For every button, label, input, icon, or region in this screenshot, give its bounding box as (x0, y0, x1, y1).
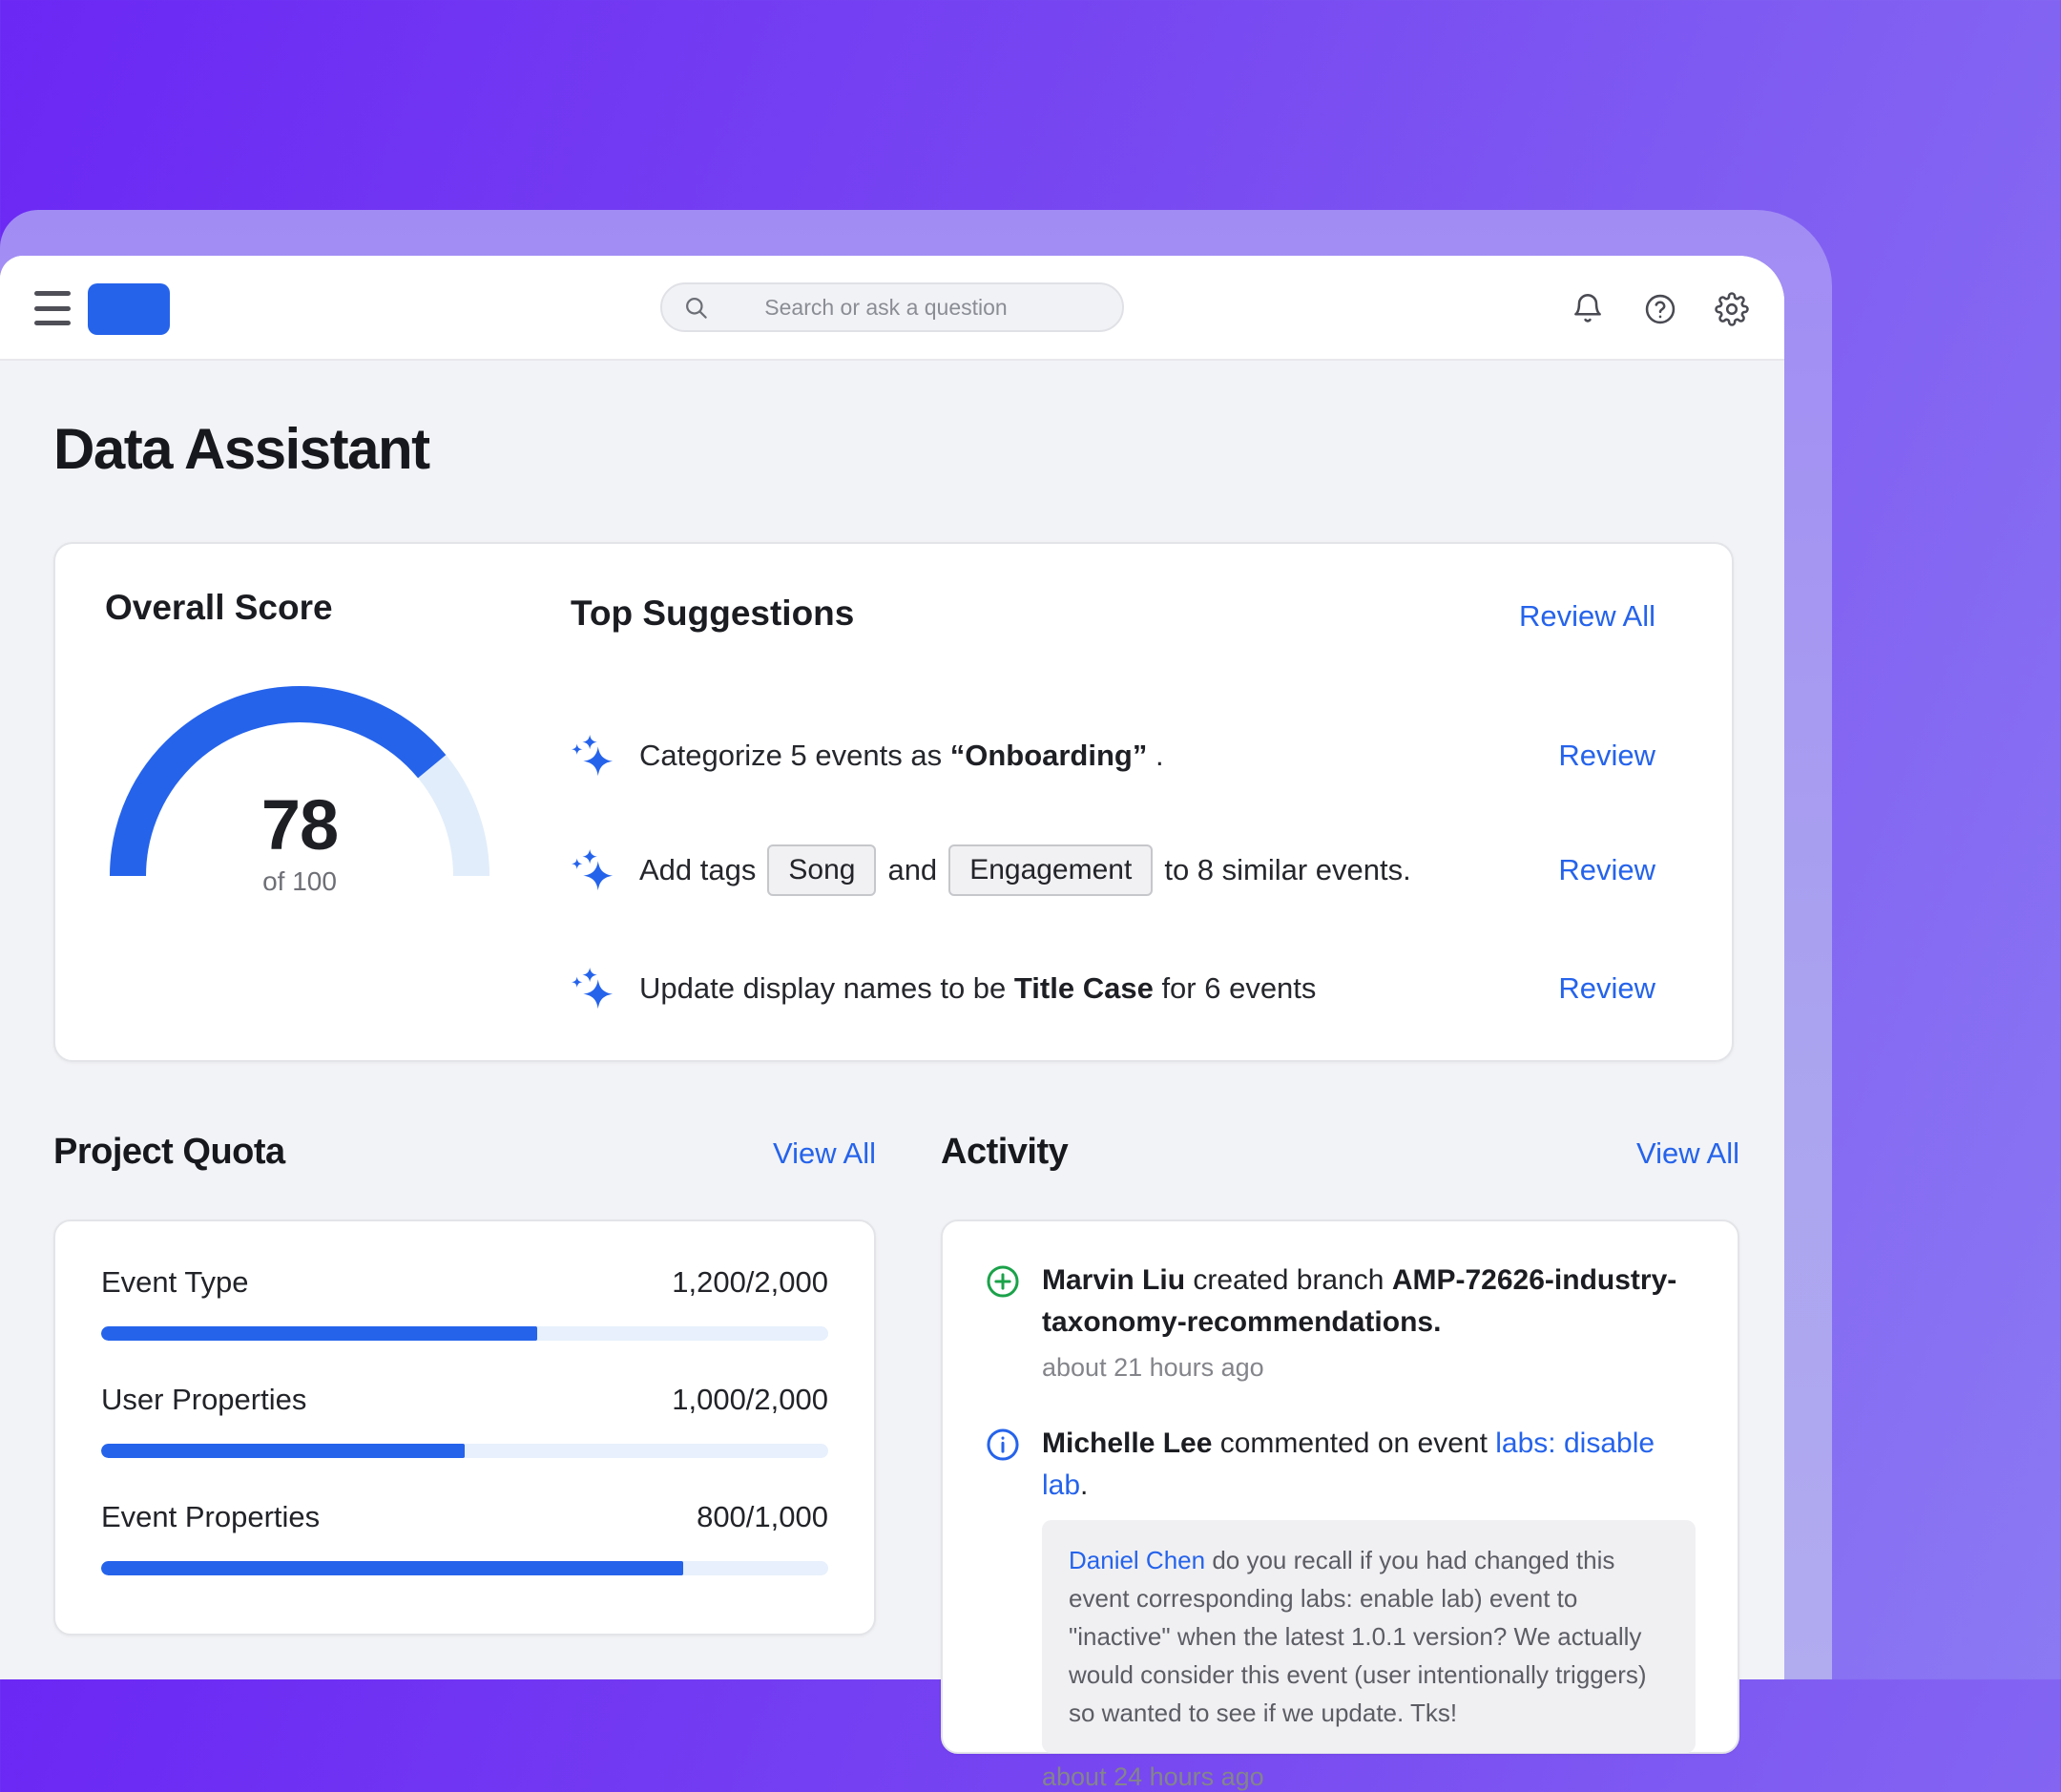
top-suggestions-title: Top Suggestions (571, 594, 855, 633)
quota-row: User Properties 1,000/2,000 (101, 1383, 828, 1458)
activity-timestamp: about 24 hours ago (1042, 1762, 1264, 1791)
activity-header: Activity View All (941, 1132, 1739, 1173)
activity-item: Michelle Lee commented on event labs: di… (985, 1423, 1696, 1792)
mention-link[interactable]: Daniel Chen (1069, 1546, 1206, 1574)
quota-value: 1,000/2,000 (672, 1383, 828, 1416)
suggestion-text: Categorize 5 events as “Onboarding” . (639, 739, 1164, 772)
review-link[interactable]: Review (1558, 971, 1655, 1005)
sparkle-icon (571, 967, 614, 1010)
quota-row: Event Properties 800/1,000 (101, 1500, 828, 1575)
score-suggestions-card: Overall Score 78 of 100 Top Suggestions … (53, 542, 1734, 1062)
search-placeholder: Search or ask a question (764, 294, 1008, 320)
app-logo[interactable] (88, 283, 170, 335)
suggestion-row: Categorize 5 events as “Onboarding” . Re… (571, 716, 1655, 796)
score-of-label: of 100 (262, 866, 337, 896)
suggestion-row: Update display names to be Title Case fo… (571, 948, 1655, 1029)
help-icon[interactable] (1643, 292, 1677, 326)
project-quota-header: Project Quota View All (53, 1132, 876, 1173)
activity-text: Michelle Lee commented on event labs: di… (1042, 1427, 1655, 1501)
progress-fill (101, 1326, 538, 1341)
activity-card: Marvin Liu created branch AMP-72626-indu… (941, 1219, 1739, 1791)
score-value: 78 (260, 785, 339, 865)
quota-row: Event Type 1,200/2,000 (101, 1265, 828, 1341)
sparkle-icon (571, 848, 614, 891)
suggestion-text: Update display names to be Title Case fo… (639, 971, 1317, 1005)
tag-chip[interactable]: Engagement (948, 844, 1154, 896)
page-title: Data Assistant (53, 417, 430, 481)
event-link[interactable]: labs: disable lab (1042, 1427, 1655, 1501)
review-all-link[interactable]: Review All (1519, 599, 1655, 633)
quota-view-all-link[interactable]: View All (773, 1136, 876, 1170)
gear-icon[interactable] (1715, 292, 1749, 326)
activity-title: Activity (941, 1132, 1069, 1172)
review-link[interactable]: Review (1558, 853, 1655, 886)
quota-value: 1,200/2,000 (672, 1265, 828, 1299)
activity-text: Marvin Liu created branch AMP-72626-indu… (1042, 1264, 1677, 1338)
search-input[interactable]: Search or ask a question (660, 282, 1124, 332)
comment-box: Daniel Chen do you recall if you had cha… (1042, 1520, 1696, 1753)
progress-fill (101, 1561, 683, 1575)
search-icon (686, 297, 707, 319)
project-quota-title: Project Quota (53, 1132, 285, 1172)
quota-value: 800/1,000 (697, 1500, 828, 1533)
suggestion-text: Add tags Song and Engagement to 8 simila… (639, 844, 1411, 896)
quota-label: Event Properties (101, 1500, 321, 1533)
quota-label: User Properties (101, 1383, 307, 1416)
progress-bar (101, 1326, 828, 1341)
suggestion-row: Add tags Song and Engagement to 8 simila… (571, 830, 1655, 910)
overall-score-title: Overall Score (105, 588, 333, 627)
activity-item: Marvin Liu created branch AMP-72626-indu… (985, 1260, 1696, 1383)
score-gauge (90, 676, 510, 886)
plus-circle-icon (987, 1265, 1019, 1298)
quota-label: Event Type (101, 1265, 249, 1299)
progress-fill (101, 1444, 465, 1458)
activity-timestamp: about 21 hours ago (1042, 1353, 1264, 1382)
progress-bar (101, 1561, 828, 1575)
project-quota-card: Event Type 1,200/2,000 User Properties 1… (53, 1219, 876, 1636)
progress-bar (101, 1444, 828, 1458)
review-link[interactable]: Review (1558, 739, 1655, 772)
activity-view-all-link[interactable]: View All (1636, 1136, 1739, 1170)
menu-icon[interactable] (34, 291, 71, 325)
sparkle-icon (571, 734, 614, 777)
info-circle-icon (987, 1428, 1019, 1461)
tag-chip[interactable]: Song (767, 844, 877, 896)
bell-icon[interactable] (1571, 292, 1605, 326)
